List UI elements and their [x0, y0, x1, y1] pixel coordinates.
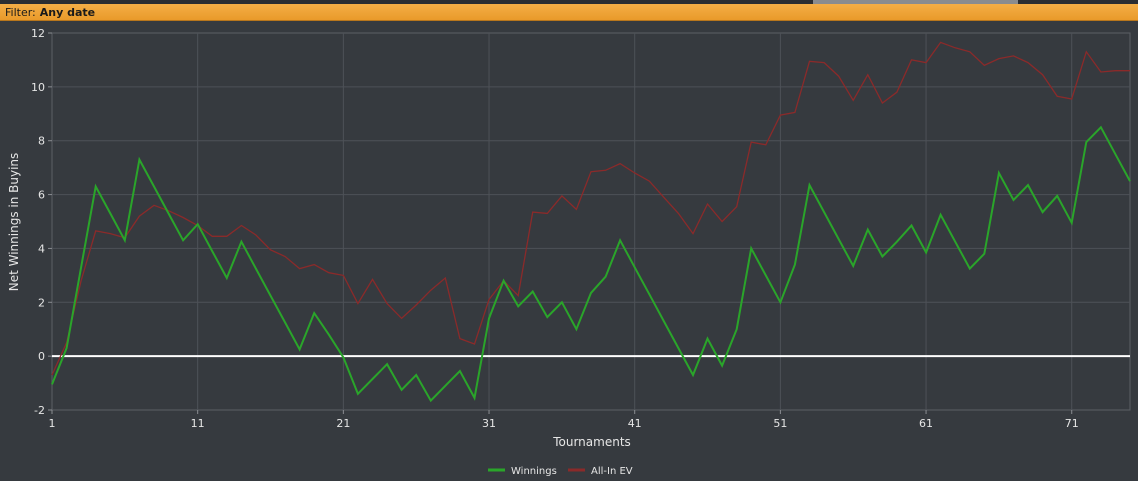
y-axis-label: Net Winnings in Buyins — [7, 153, 21, 292]
y-tick-label: 8 — [38, 135, 45, 148]
filter-value[interactable]: Any date — [39, 6, 96, 19]
x-axis-label: Tournaments — [552, 435, 631, 449]
x-tick-label: 51 — [773, 417, 787, 430]
grid-lines — [52, 33, 1130, 410]
filter-label: Filter: — [5, 6, 36, 19]
x-tick-label: 11 — [191, 417, 205, 430]
y-tick-label: -2 — [34, 404, 45, 417]
y-tick-label: 10 — [31, 81, 45, 94]
x-tick-label: 1 — [49, 417, 56, 430]
series-line-all-in-ev — [51, 41, 1130, 376]
series-line-winnings — [51, 125, 1131, 403]
top-tab-strip — [0, 0, 1138, 4]
y-tick-label: 2 — [38, 296, 45, 309]
x-tick-label: 41 — [628, 417, 642, 430]
active-tab-indicator[interactable] — [813, 0, 1018, 4]
legend-label: Winnings — [511, 466, 557, 477]
y-tick-label: 0 — [38, 350, 45, 363]
x-tick-label: 31 — [482, 417, 496, 430]
legend-label: All-In EV — [591, 466, 633, 477]
filter-bar[interactable]: Filter: Any date — [0, 4, 1138, 21]
series-layer — [51, 41, 1131, 403]
plot-area — [51, 32, 1131, 411]
y-tick-label: 12 — [31, 27, 45, 40]
y-tick-label: 6 — [38, 189, 45, 202]
x-tick-label: 71 — [1065, 417, 1079, 430]
x-tick-label: 61 — [919, 417, 933, 430]
y-tick-label: 4 — [38, 242, 45, 255]
legend: Winnings All-In EV — [488, 466, 633, 477]
x-tick-label: 21 — [336, 417, 350, 430]
